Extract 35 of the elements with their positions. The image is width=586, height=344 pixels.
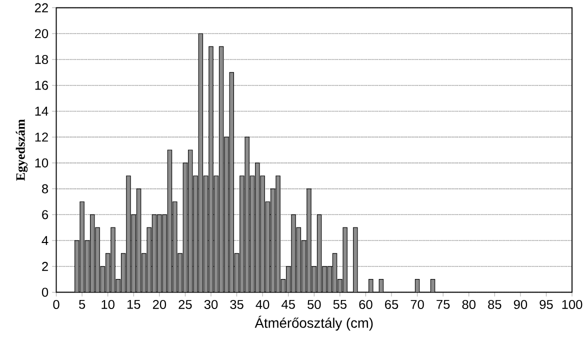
x-tick-label: 100 xyxy=(562,300,582,309)
x-tick-label: 15 xyxy=(127,300,140,309)
x-tick-label: 45 xyxy=(282,300,295,309)
y-tick-label: 12 xyxy=(35,132,48,142)
x-tick-label: 35 xyxy=(230,300,244,309)
y-tick-label: 6 xyxy=(42,210,48,220)
x-tick-label: 50 xyxy=(308,300,321,309)
x-tick-label: 95 xyxy=(540,300,553,309)
x-tick-label: 60 xyxy=(359,300,372,309)
x-tick-label: 80 xyxy=(462,300,476,309)
y-axis-title: Egyedszám xyxy=(16,119,28,181)
x-tick-label: 20 xyxy=(152,300,166,309)
y-tick-label: 2 xyxy=(42,262,48,271)
x-tick-label: 5 xyxy=(79,300,86,309)
x-tick-label: 40 xyxy=(256,300,270,309)
x-tick-label: 85 xyxy=(488,300,502,309)
x-tick-label: 70 xyxy=(410,300,424,309)
x-tick-label: 75 xyxy=(436,300,450,309)
y-tick-label: 10 xyxy=(35,158,48,168)
x-tick-label: 65 xyxy=(385,300,398,309)
x-tick-label: 55 xyxy=(333,300,347,309)
x-axis-title: Átmérőosztály (cm) xyxy=(254,316,373,330)
y-tick-label: 0 xyxy=(42,288,48,297)
y-tick-label: 8 xyxy=(42,184,48,194)
y-tick-label: 22 xyxy=(34,3,48,12)
y-tick-label: 20 xyxy=(34,28,48,38)
y-tick-label: 16 xyxy=(35,80,48,90)
x-tick-label: 90 xyxy=(514,300,528,309)
x-tick-label: 10 xyxy=(102,300,114,309)
y-tick-label: 18 xyxy=(35,54,48,64)
y-tick-label: 14 xyxy=(35,106,48,116)
x-tick-label: 30 xyxy=(204,300,218,309)
y-tick-label: 4 xyxy=(42,236,48,245)
x-tick-label: 25 xyxy=(178,300,192,309)
x-tick-label: 0 xyxy=(53,300,60,309)
